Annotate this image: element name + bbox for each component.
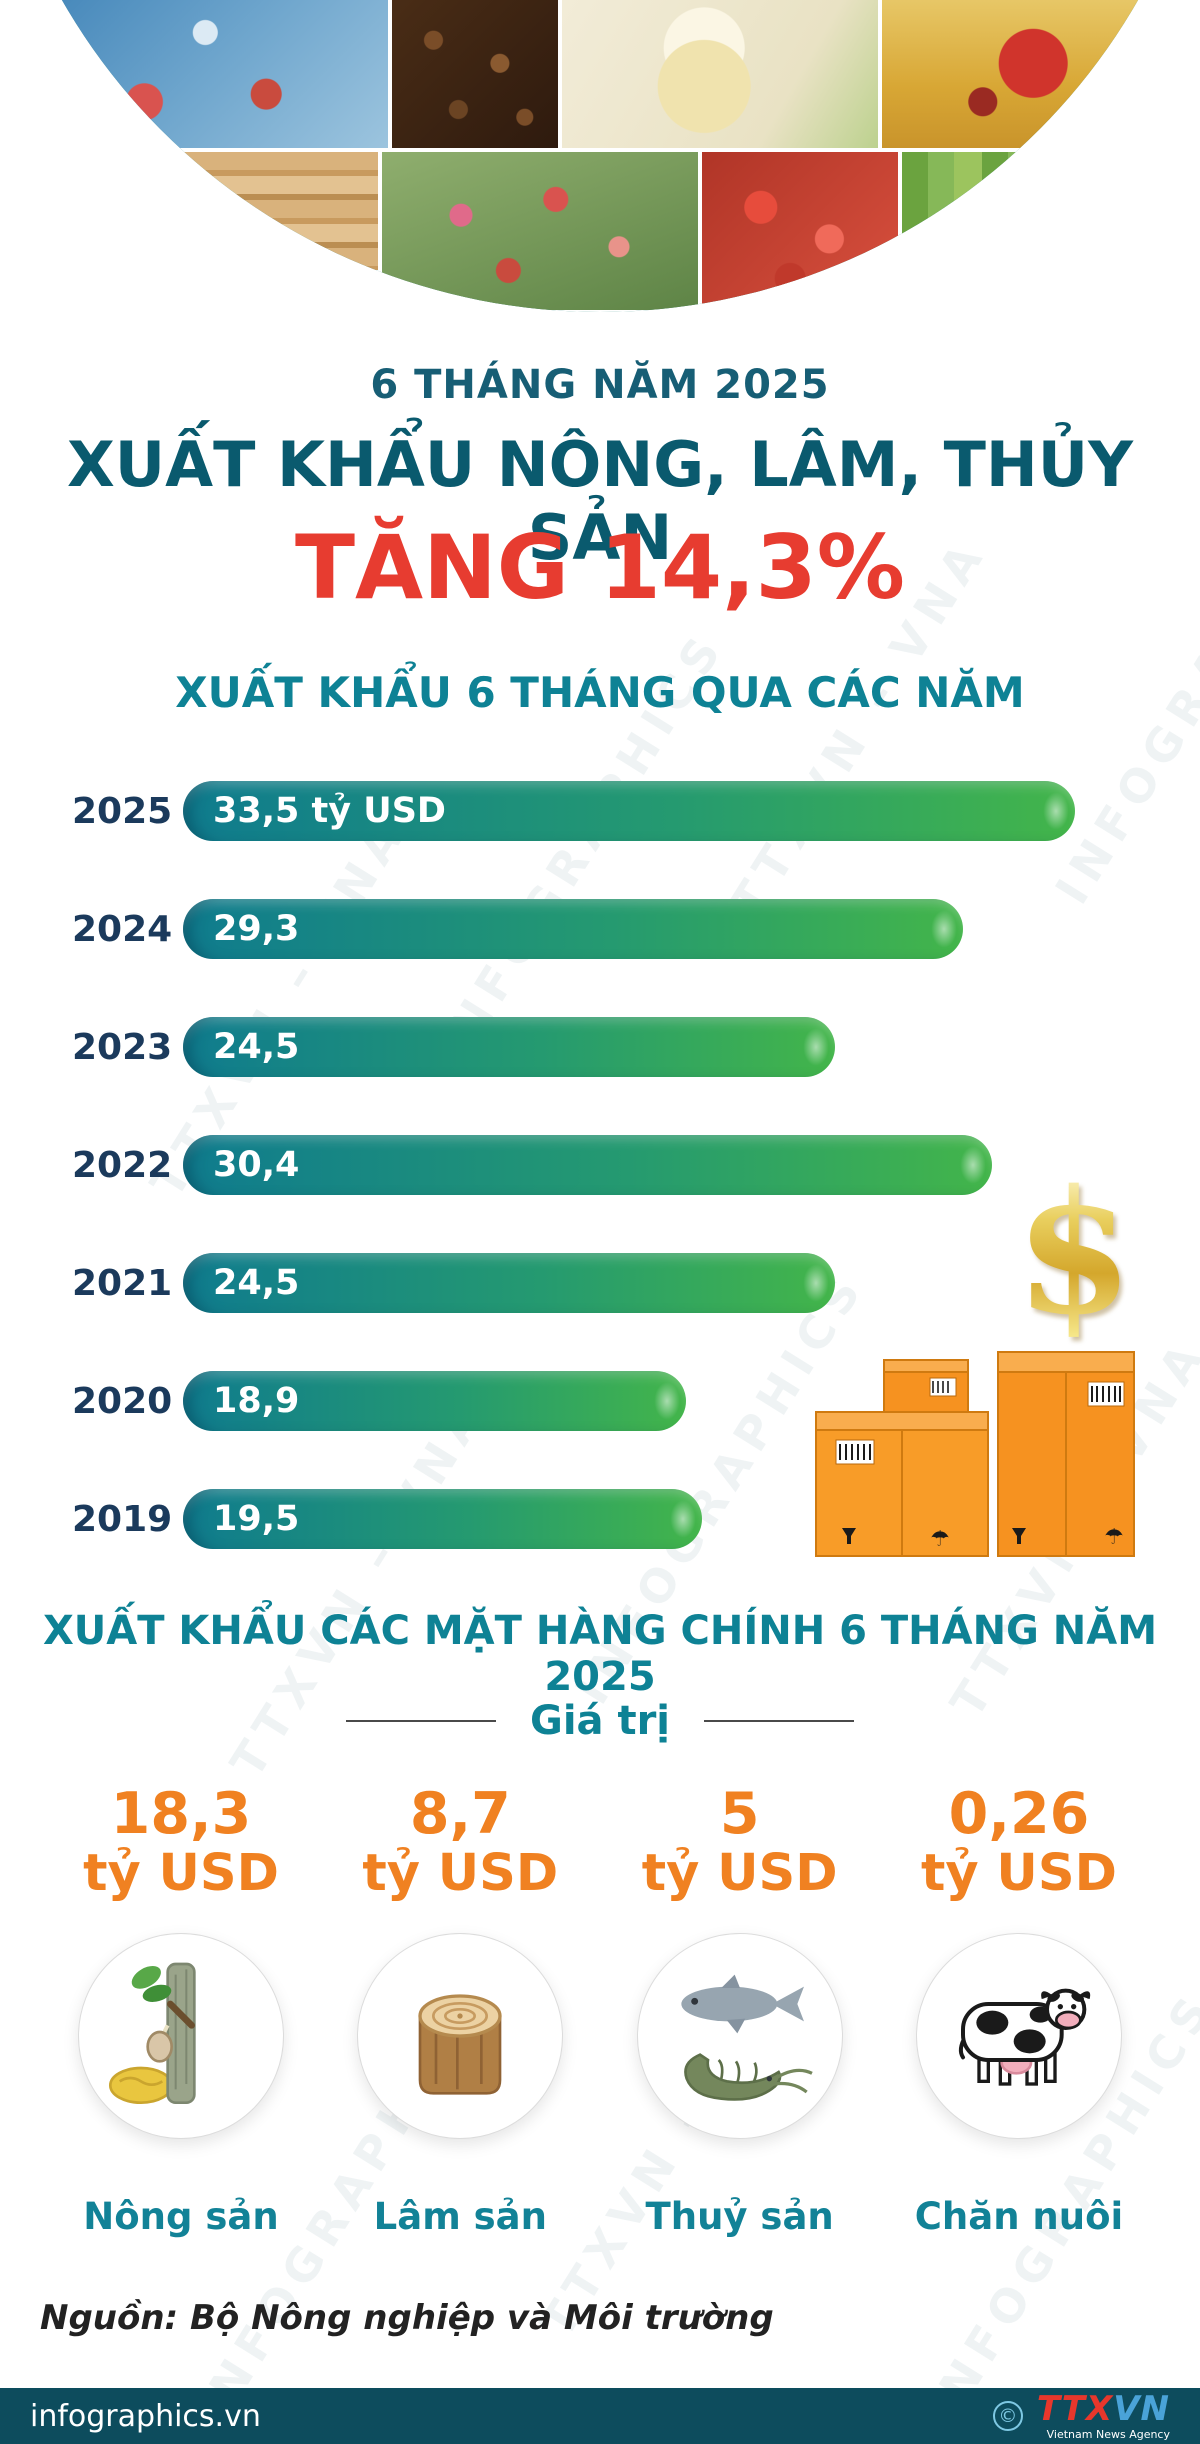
agency-logo: © TTXVN Vietnam News Agency <box>992 2392 1170 2440</box>
commodity-value: 5 <box>719 1781 760 1847</box>
bar-value-label: 30,4 <box>213 1145 300 1185</box>
bar-track: 19,5 <box>183 1489 1075 1549</box>
svg-text:☂: ☂ <box>930 1527 950 1552</box>
commodity-thuy-san: 5 tỷ USD Thuỷ sản <box>611 1781 869 2238</box>
bar-row-2020: 2020 18,9 <box>72 1342 1075 1460</box>
bar-track: 30,4 <box>183 1135 1075 1195</box>
bar-row-2023: 2023 24,5 <box>72 988 1075 1106</box>
bar-track: 18,9 <box>183 1371 1075 1431</box>
commodity-icon-circle <box>357 1932 564 2139</box>
infographics-site-link[interactable]: infographics.vn <box>30 2398 261 2434</box>
bar: 30,4 <box>183 1135 993 1195</box>
bar-row-2024: 2024 29,3 <box>72 870 1075 988</box>
bar-row-2025: 2025 33,5 tỷ USD <box>72 752 1075 870</box>
commodity-label: Lâm sản <box>373 2194 547 2238</box>
photo-wood-planks <box>0 150 380 272</box>
svg-text:☂: ☂ <box>1104 1525 1124 1550</box>
commodity-unit: tỷ USD <box>83 1843 279 1903</box>
commodity-value: 18,3 <box>110 1781 252 1847</box>
kicker-title: 6 THÁNG NĂM 2025 <box>370 362 830 408</box>
commodity-nong-san: 18,3 tỷ USD Nông sản <box>52 1781 310 2238</box>
cargo-boxes-illustration: ☂ <box>812 1316 1148 1568</box>
divider-line-left <box>345 1720 496 1722</box>
page-title: XUẤT KHẨU NÔNG, LÂM, THỦY SẢN <box>66 428 1134 574</box>
commodity-value: 0,26 <box>948 1781 1090 1847</box>
photo-rice-bowl <box>560 0 880 150</box>
bar-row-2021: 2021 24,5 <box>72 1224 1075 1342</box>
cargo-box-small <box>883 1359 969 1415</box>
copyright-icon: © <box>992 2401 1023 2431</box>
cargo-box-tall: ☂ <box>997 1351 1135 1557</box>
bar: 19,5 <box>183 1489 703 1549</box>
footer-bar: infographics.vn © TTXVN Vietnam News Age… <box>0 2388 1200 2444</box>
bar: 18,9 <box>183 1371 687 1431</box>
bar-year-label: 2025 <box>72 790 173 832</box>
cargo-box-wide: ☂ <box>815 1411 989 1557</box>
bar: 24,5 <box>183 1017 836 1077</box>
commodity-value: 8,7 <box>409 1781 511 1847</box>
bar-value-label: 33,5 tỷ USD <box>213 791 446 831</box>
agency-logo-text: TTXVN Vietnam News Agency <box>1037 2392 1170 2440</box>
highlight-growth-figure: TĂNG 14,3% <box>295 516 905 619</box>
commodity-lam-san: 8,7 tỷ USD Lâm sản <box>331 1781 589 2238</box>
value-subtitle-row: Giá trị <box>0 1698 1200 1744</box>
divider-line-right <box>704 1720 855 1722</box>
commodity-columns: 18,3 tỷ USD Nông sản 8,7 <box>0 1781 1200 2238</box>
agency-logo-main: TTXVN <box>1037 2392 1170 2426</box>
bar-value-label: 18,9 <box>213 1381 300 1421</box>
value-subtitle: Giá trị <box>529 1698 671 1744</box>
photo-rice-harvester <box>880 0 1200 150</box>
bar-track: 24,5 <box>183 1017 1075 1077</box>
chart-title: XUẤT KHẨU 6 THÁNG QUA CÁC NĂM <box>175 668 1025 717</box>
bar: 29,3 <box>183 899 964 959</box>
bar-year-label: 2021 <box>72 1262 173 1304</box>
bar-row-2022: 2022 30,4 <box>72 1106 1075 1224</box>
photo-fruit-market <box>380 150 700 312</box>
commodity-icon-circle <box>915 1932 1122 2139</box>
agency-logo-part1: TTX <box>1036 2389 1114 2429</box>
commodity-label: Thuỷ sản <box>645 2194 834 2238</box>
agency-logo-part2: VN <box>1113 2389 1170 2429</box>
bar-track: 33,5 tỷ USD <box>183 781 1075 841</box>
commodity-icon-circle <box>78 1932 284 2139</box>
fish-shrimp-icon <box>680 1974 813 2101</box>
bar-year-label: 2022 <box>72 1144 173 1186</box>
cow-icon <box>958 1988 1091 2086</box>
photo-lychee-fruit <box>700 150 900 312</box>
wood-log-icon <box>418 1993 502 2095</box>
bar-value-label: 19,5 <box>213 1499 300 1539</box>
bar-value-label: 29,3 <box>213 909 300 949</box>
photo-rice-field <box>900 150 1200 312</box>
bar-value-label: 24,5 <box>213 1263 300 1303</box>
rubber-tree-icon <box>109 1962 196 2104</box>
commodity-label: Chăn nuôi <box>914 2194 1124 2238</box>
dollar-sign-icon: $ <box>1015 1153 1134 1353</box>
commodity-label: Nông sản <box>83 2194 279 2238</box>
bar: 24,5 <box>183 1253 836 1313</box>
commodity-unit: tỷ USD <box>641 1843 838 1903</box>
bar-year-label: 2020 <box>72 1380 173 1422</box>
commodity-unit: tỷ USD <box>362 1843 559 1903</box>
hero-collage <box>0 0 1200 312</box>
bar-row-2019: 2019 19,5 <box>72 1460 1075 1578</box>
bar-track: 29,3 <box>183 899 1075 959</box>
commodity-unit: tỷ USD <box>921 1843 1117 1903</box>
export-bar-chart: 2025 33,5 tỷ USD 2024 29,3 2023 24,5 2022 30,4 2… <box>72 752 1075 1578</box>
agency-logo-subtitle: Vietnam News Agency <box>1046 2428 1170 2441</box>
bar-year-label: 2019 <box>72 1498 173 1540</box>
bar: 33,5 tỷ USD <box>183 781 1075 841</box>
bar-track: 24,5 <box>183 1253 1075 1313</box>
bar-value-label: 24,5 <box>213 1027 300 1067</box>
section-title-commodities: XUẤT KHẨU CÁC MẶT HÀNG CHÍNH 6 THÁNG NĂM… <box>42 1608 1158 1700</box>
bar-year-label: 2023 <box>72 1026 173 1068</box>
bar-year-label: 2024 <box>72 908 173 950</box>
photo-coffee-beans <box>390 0 560 150</box>
commodity-chan-nuoi: 0,26 tỷ USD <box>890 1781 1148 2238</box>
photo-fish-processing-workers <box>0 0 390 150</box>
commodity-icon-circle <box>636 1932 843 2139</box>
source-note: Nguồn: Bộ Nông nghiệp và Môi trường <box>40 2298 774 2338</box>
hero-collage-tiles <box>0 0 1200 312</box>
